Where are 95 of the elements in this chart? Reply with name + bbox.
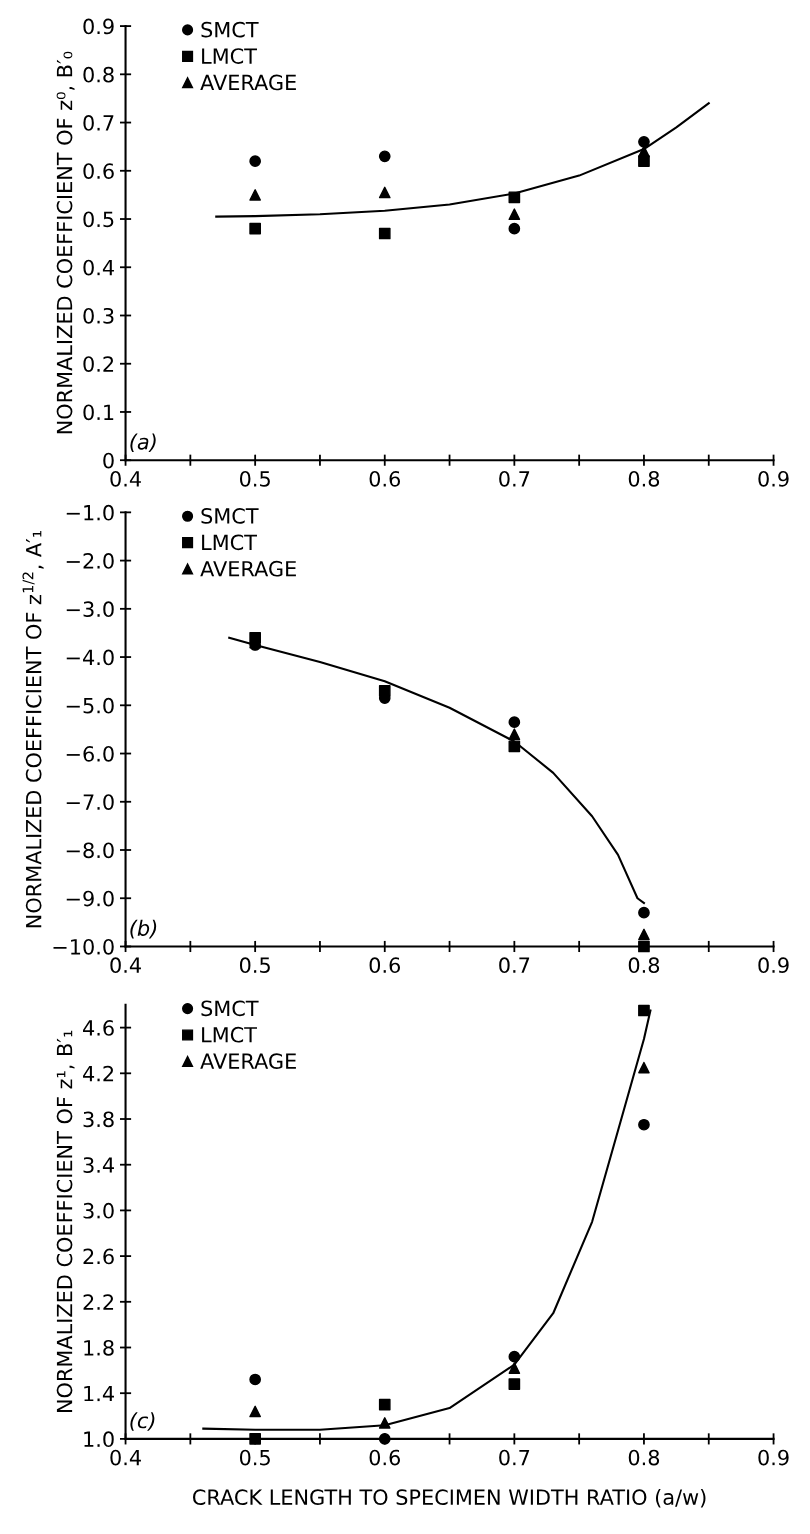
x-tick-label: 0.6 bbox=[369, 470, 400, 487]
y-tick-label: 0.8 bbox=[83, 66, 114, 83]
x-tick-label: 0.5 bbox=[239, 1449, 270, 1466]
x-tick-label: 0.9 bbox=[758, 1449, 789, 1466]
y-tick-label: 0.9 bbox=[83, 18, 114, 35]
y-tick-label: −6.0 bbox=[66, 745, 114, 762]
y-axis-title: NORMALIZED COEFFICIENT OF z$^{1/2}$, A′₁ bbox=[22, 530, 44, 928]
y-tick-label: 3.0 bbox=[83, 1202, 114, 1219]
point bbox=[378, 684, 391, 697]
x-tick-label: 0.8 bbox=[628, 470, 660, 487]
y-tick-label: 0.1 bbox=[83, 404, 114, 421]
legend-label: AVERAGE bbox=[200, 1053, 296, 1070]
y-tick-label: 0.3 bbox=[83, 307, 114, 324]
point bbox=[508, 740, 521, 753]
x-axis-title: CRACK LENGTH TO SPECIMEN WIDTH RATIO (a/w) bbox=[192, 1488, 706, 1508]
y-tick-label: 0.7 bbox=[83, 115, 114, 131]
legend-label: SMCT bbox=[201, 21, 259, 38]
point bbox=[378, 186, 391, 199]
point bbox=[378, 227, 391, 240]
annotation: (a) bbox=[130, 433, 156, 453]
y-tick-label: −5.0 bbox=[66, 697, 114, 714]
x-tick-label: 0.4 bbox=[110, 957, 141, 974]
point bbox=[508, 191, 521, 204]
x-tick-label: 0.5 bbox=[239, 470, 270, 487]
point bbox=[638, 155, 650, 167]
y-tick-label: 0.6 bbox=[83, 163, 114, 179]
x-tick-label: 0.6 bbox=[369, 957, 400, 974]
y-tick-label: 4.2 bbox=[83, 1065, 114, 1082]
y-tick-label: −2.0 bbox=[66, 553, 114, 569]
legend-label: SMCT bbox=[201, 1000, 259, 1017]
x-tick-label: 0.7 bbox=[499, 957, 530, 974]
x-tick-label: 0.8 bbox=[628, 957, 660, 974]
x-tick-label: 0.5 bbox=[239, 957, 270, 974]
y-tick-label: 2.2 bbox=[83, 1294, 114, 1310]
x-tick-label: 0.9 bbox=[758, 470, 789, 487]
point bbox=[249, 1373, 261, 1386]
y-tick-label: 4.6 bbox=[83, 1020, 114, 1036]
y-tick-label: −10.0 bbox=[53, 938, 114, 955]
y-tick-label: −8.0 bbox=[66, 842, 114, 859]
y-tick-label: 0.5 bbox=[83, 211, 114, 228]
x-tick-label: 0.9 bbox=[758, 957, 789, 974]
annotation: (b) bbox=[130, 919, 157, 939]
x-tick-label: 0.7 bbox=[499, 1449, 530, 1466]
y-tick-label: 3.4 bbox=[83, 1157, 114, 1173]
point bbox=[638, 1061, 650, 1074]
point bbox=[249, 1405, 261, 1418]
point bbox=[508, 1378, 521, 1390]
point bbox=[638, 1118, 650, 1131]
y-tick-label: −3.0 bbox=[66, 601, 114, 618]
legend-label: AVERAGE bbox=[200, 560, 296, 577]
y-tick-label: 1.0 bbox=[84, 1431, 114, 1448]
legend-label: SMCT bbox=[201, 508, 259, 524]
y-tick-label: 0 bbox=[103, 452, 114, 469]
point bbox=[508, 1362, 521, 1374]
annotation: (c) bbox=[130, 1412, 155, 1431]
x-tick-label: 0.4 bbox=[110, 470, 141, 487]
legend-label: LMCT bbox=[202, 48, 257, 64]
y-tick-label: −4.0 bbox=[66, 649, 114, 666]
legend-label: LMCT bbox=[202, 534, 257, 551]
x-tick-label: 0.6 bbox=[369, 1449, 400, 1466]
y-tick-label: 0.2 bbox=[83, 356, 114, 372]
y-tick-label: 1.8 bbox=[84, 1339, 114, 1356]
y-tick-label: −9.0 bbox=[66, 890, 114, 907]
point bbox=[508, 208, 521, 221]
point bbox=[638, 928, 650, 941]
point bbox=[378, 1398, 391, 1411]
point bbox=[508, 1350, 521, 1363]
point bbox=[378, 1417, 391, 1429]
y-tick-label: −1.0 bbox=[66, 504, 114, 521]
y-tick-label: 0.4 bbox=[83, 259, 114, 276]
y-tick-label: −7.0 bbox=[66, 794, 114, 810]
legend-label: AVERAGE bbox=[200, 74, 296, 91]
point bbox=[508, 716, 521, 729]
y-axis-title: NORMALIZED COEFFICIENT OF z⁰, B′₀ bbox=[56, 51, 75, 434]
legend-label: LMCT bbox=[202, 1026, 257, 1043]
point bbox=[249, 222, 261, 235]
point bbox=[638, 940, 650, 953]
x-tick-label: 0.7 bbox=[499, 470, 530, 487]
point bbox=[508, 222, 521, 235]
y-axis-title: NORMALIZED COEFFICIENT OF z¹, B′₁ bbox=[56, 1030, 75, 1413]
y-tick-label: 3.8 bbox=[83, 1111, 114, 1128]
point bbox=[249, 155, 261, 167]
y-tick-label: 1.4 bbox=[84, 1385, 114, 1402]
point bbox=[249, 1433, 261, 1445]
point bbox=[638, 906, 650, 919]
x-tick-label: 0.8 bbox=[628, 1449, 660, 1466]
line-series bbox=[215, 102, 710, 218]
point bbox=[638, 135, 650, 148]
point bbox=[508, 728, 521, 741]
x-tick-label: 0.4 bbox=[110, 1449, 141, 1466]
point bbox=[378, 1433, 391, 1445]
point bbox=[378, 150, 391, 163]
point bbox=[638, 1004, 650, 1017]
y-tick-label: 2.6 bbox=[83, 1248, 114, 1265]
point bbox=[249, 189, 261, 201]
